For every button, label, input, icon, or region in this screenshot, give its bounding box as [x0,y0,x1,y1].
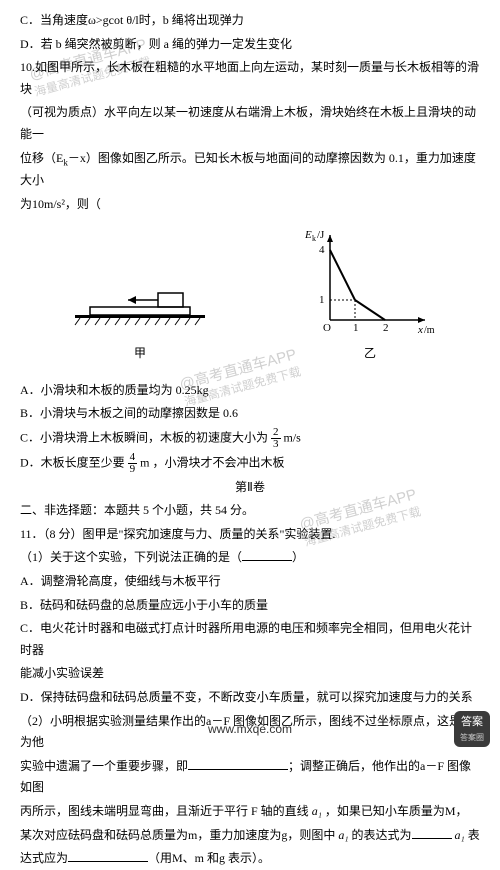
q11-sub2-5c: 表 [468,828,480,842]
frac-d: 3 [271,439,281,450]
q11-stem: 11．（8 分）图甲是"探究加速度与力、质量的关系"实验装置. [20,524,480,546]
blank-a1[interactable] [412,825,452,839]
page-url: www.mxqe.com [208,719,292,741]
svg-text:1: 1 [319,294,325,306]
ek-x-chart: Ek/J x/m 4 1 O 1 2 [305,225,435,335]
q10-optc-b: m/s [284,430,301,444]
svg-text:x: x [417,324,423,335]
q11-option-d: D．保持砝码盘和砝码总质量不变，不断改变小车质量，就可以探究加速度与力的关系 [20,687,480,709]
q11-sub2-5: 某次对应砝码盘和砝码总质量为m，重力加速度为g，则图中 a₁ 的表达式为 a₁ … [20,825,480,847]
frac-n: 4 [128,452,138,464]
q11-sub2-6b: （用M、m 和g 表示）。 [148,851,270,865]
answer-badge[interactable]: 答案 答案圈 [454,711,490,747]
q10-optd-b: m ，小滑块才不会冲出木板 [140,455,284,469]
q11-option-c-2: 能减小实验误差 [20,663,480,685]
q11-sub2-2: 实验中遗漏了一个重要步骤，即；调整正确后，他作出的a－F 图像如图 [20,756,480,799]
q10-stem-3b: －x）图像如图乙所示。已知长木板与地面间的动摩擦因数为 0.1，重力加速度大小 [20,151,476,188]
frac-n: 2 [271,427,281,439]
q11-sub1: （1）关于这个实验，下列说法正确的是（ ） [20,547,480,569]
q11-sub2-6: 达式应为 （用M、m 和g 表示）。 [20,848,480,870]
q11-sub1-text: （1）关于这个实验，下列说法正确的是（ [20,550,242,564]
svg-text:1: 1 [353,322,359,334]
q10-option-c: C．小滑块滑上木板瞬间，木板的初速度大小为 23 m/s [20,427,480,450]
q11-option-a: A．调整滑轮高度，使细线与木板平行 [20,571,480,593]
a1-var: a₁ [338,828,348,842]
q11-option-c-1: C．电火花计时器和电磁式打点计时器所用电源的电压和频率完全相同，但用电火花计时器 [20,618,480,661]
q11-sub2-5b: 的表达式为 [352,828,412,842]
q11-sub2-4a: 丙所示，图线未端明显弯曲，且渐近于平行 F 轴的直线 [20,804,309,818]
svg-text:/m: /m [424,325,435,335]
svg-text:/J: /J [317,229,325,241]
q9-option-d: D．若 b 绳突然被剪断，则 a 绳的弹力一定发生变化 [20,34,480,56]
q11-sub2-5a: 某次对应砝码盘和砝码总质量为m，重力加速度为g，则图中 [20,828,335,842]
diagram-right-label: 乙 [305,343,435,365]
q10-option-a: A．小滑块和木板的质量均为 0.25kg [20,380,480,402]
q10-stem-3a: 位移（E [20,151,63,165]
svg-text:2: 2 [383,322,389,334]
q10-stem-2: （可视为质点）水平向左以某一初速度从右端滑上木板，滑块始终在木板上且滑块的动能一 [20,102,480,145]
q10-option-b: B．小滑块与木板之间的动摩擦因数是 0.6 [20,403,480,425]
diagram-left-label: 甲 [65,343,215,365]
q11-sub2-4b: ，如果已知小车质量为M， [325,804,468,818]
a1-var: a₁ [455,828,465,842]
blank-answer[interactable] [242,549,292,561]
block-on-plank-diagram [65,265,215,335]
q10-optd-a: D．木板长度至少要 [20,455,125,469]
q10-option-d: D．木板长度至少要 49 m ，小滑块才不会冲出木板 [20,452,480,475]
svg-text:O: O [323,322,331,334]
q11-sub2-2a: 实验中遗漏了一个重要步骤，即 [20,759,188,773]
a1-var: a₁ [312,804,322,818]
svg-text:E: E [305,229,312,241]
part2-heading: 第Ⅱ卷 [20,477,480,499]
q9-option-c: C．当角速度ω>gcot θ/l时，b 绳将出现弹力 [20,10,480,32]
q10-stem-3: 位移（Ek－x）图像如图乙所示。已知长木板与地面间的动摩擦因数为 0.1，重力加… [20,148,480,192]
q10-stem-1: 10.如图甲所示，长木板在粗糙的水平地面上向左运动，某时刻一质量与长木板相等的滑… [20,57,480,100]
svg-text:4: 4 [319,244,325,256]
q10-diagram-right: Ek/J x/m 4 1 O 1 2 乙 [305,225,435,364]
q10-optc-a: C．小滑块滑上木板瞬间，木板的初速度大小为 [20,430,268,444]
frac-d: 9 [128,464,138,475]
badge-bot: 答案圈 [460,731,484,745]
q11-sub2-6a: 达式应为 [20,851,68,865]
q11-sub2-4: 丙所示，图线未端明显弯曲，且渐近于平行 F 轴的直线 a₁ ，如果已知小车质量为… [20,801,480,823]
q11-sub1-close: ） [292,550,304,564]
blank-expr[interactable] [68,848,148,862]
svg-text:k: k [312,234,316,243]
blank-step[interactable] [188,756,288,770]
q11-option-b: B．砝码和砝码盘的总质量应远小于小车的质量 [20,595,480,617]
q10-diagram-left: 甲 [65,265,215,364]
q10-stem-4: 为10m/s²，则（ [20,194,480,216]
nonchoice-heading: 二、非选择题：本题共 5 个小题，共 54 分。 [20,500,480,522]
